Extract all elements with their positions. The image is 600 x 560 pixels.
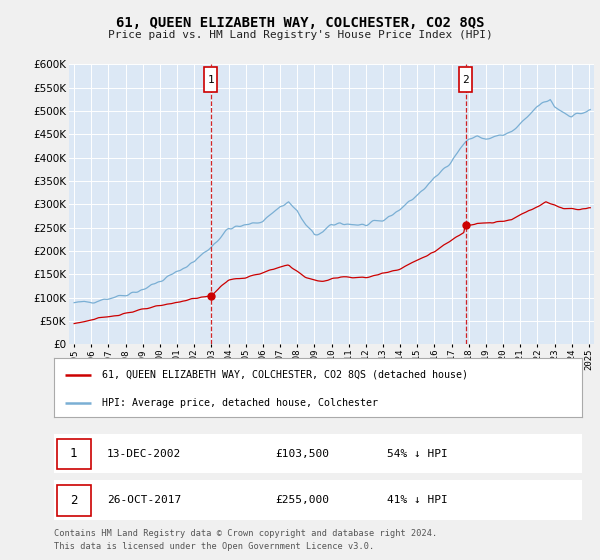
FancyBboxPatch shape <box>56 438 91 469</box>
Text: This data is licensed under the Open Government Licence v3.0.: This data is licensed under the Open Gov… <box>54 542 374 550</box>
Text: 2: 2 <box>70 493 77 507</box>
Text: Contains HM Land Registry data © Crown copyright and database right 2024.: Contains HM Land Registry data © Crown c… <box>54 529 437 538</box>
Text: 1: 1 <box>208 75 214 85</box>
Text: Price paid vs. HM Land Registry's House Price Index (HPI): Price paid vs. HM Land Registry's House … <box>107 30 493 40</box>
Text: £255,000: £255,000 <box>276 495 330 505</box>
Text: 54% ↓ HPI: 54% ↓ HPI <box>386 449 448 459</box>
Text: 2: 2 <box>463 75 469 85</box>
Text: 13-DEC-2002: 13-DEC-2002 <box>107 449 181 459</box>
Text: £103,500: £103,500 <box>276 449 330 459</box>
FancyBboxPatch shape <box>460 67 472 92</box>
FancyBboxPatch shape <box>204 67 217 92</box>
Text: 61, QUEEN ELIZABETH WAY, COLCHESTER, CO2 8QS: 61, QUEEN ELIZABETH WAY, COLCHESTER, CO2… <box>116 16 484 30</box>
Text: 26-OCT-2017: 26-OCT-2017 <box>107 495 181 505</box>
Text: 41% ↓ HPI: 41% ↓ HPI <box>386 495 448 505</box>
Text: 61, QUEEN ELIZABETH WAY, COLCHESTER, CO2 8QS (detached house): 61, QUEEN ELIZABETH WAY, COLCHESTER, CO2… <box>101 370 467 380</box>
Text: HPI: Average price, detached house, Colchester: HPI: Average price, detached house, Colc… <box>101 398 377 408</box>
Text: 1: 1 <box>70 447 77 460</box>
FancyBboxPatch shape <box>56 485 91 516</box>
